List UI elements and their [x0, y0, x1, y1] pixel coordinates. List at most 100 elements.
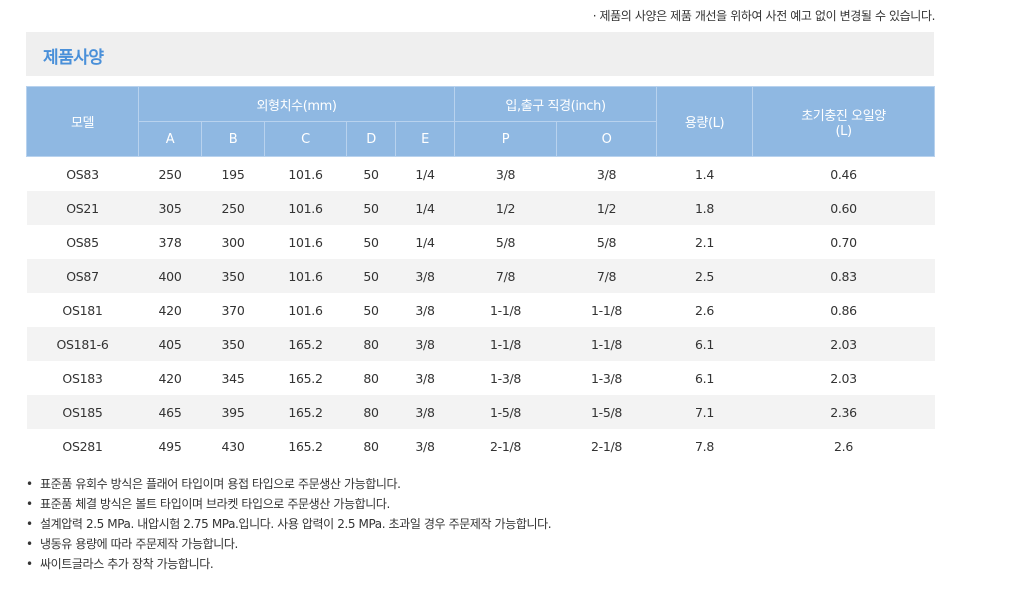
cell-a: 495: [138, 429, 202, 463]
cell-oil: 0.46: [752, 156, 935, 191]
cell-c: 165.2: [264, 395, 347, 429]
table-row: OS85 378 300 101.6 50 1/4 5/8 5/8 2.1 0.…: [26, 225, 935, 259]
cell-model: OS281: [26, 429, 139, 463]
bullet-icon: •: [26, 537, 33, 551]
note-text: 냉동유 용량에 따라 주문제작 가능합니다.: [40, 537, 238, 551]
cell-oil: 2.36: [752, 395, 935, 429]
table-row: OS281 495 430 165.2 80 3/8 2-1/8 2-1/8 7…: [26, 429, 935, 463]
cell-capacity: 6.1: [656, 361, 753, 395]
header-model: 모델: [26, 86, 139, 157]
cell-e: 1/4: [395, 225, 455, 259]
cell-o: 1-1/8: [556, 327, 657, 361]
section-header: 제품사양: [26, 32, 934, 76]
header-e: E: [394, 121, 456, 157]
cell-oil: 0.83: [752, 259, 935, 293]
cell-p: 2-1/8: [454, 429, 557, 463]
note-text: 설계압력 2.5 MPa. 내압시험 2.75 MPa.입니다. 사용 압력이 …: [40, 517, 552, 531]
spec-table: 모델 외형치수(mm) 입,출구 직경(inch) 용량(L) 초기충진 오일양…: [26, 86, 936, 463]
cell-oil: 0.70: [752, 225, 935, 259]
cell-a: 305: [138, 191, 202, 225]
cell-d: 50: [346, 293, 396, 327]
table-row: OS181 420 370 101.6 50 3/8 1-1/8 1-1/8 2…: [26, 293, 935, 327]
cell-o: 7/8: [556, 259, 657, 293]
cell-a: 420: [138, 293, 202, 327]
cell-model: OS83: [26, 156, 139, 191]
bullet-icon: •: [26, 557, 33, 571]
cell-c: 165.2: [264, 327, 347, 361]
header-ports: 입,출구 직경(inch): [454, 86, 658, 122]
cell-b: 350: [201, 327, 265, 361]
cell-b: 250: [201, 191, 265, 225]
cell-capacity: 2.1: [656, 225, 753, 259]
cell-d: 80: [346, 361, 396, 395]
cell-b: 195: [201, 156, 265, 191]
cell-e: 3/8: [395, 429, 455, 463]
cell-d: 50: [346, 191, 396, 225]
bullet-icon: •: [26, 497, 33, 511]
cell-e: 3/8: [395, 395, 455, 429]
cell-oil: 0.60: [752, 191, 935, 225]
cell-capacity: 1.4: [656, 156, 753, 191]
header-initial-oil-line2: (L): [835, 123, 852, 139]
cell-capacity: 2.5: [656, 259, 753, 293]
cell-b: 300: [201, 225, 265, 259]
table-row: OS185 465 395 165.2 80 3/8 1-5/8 1-5/8 7…: [26, 395, 935, 429]
cell-a: 378: [138, 225, 202, 259]
cell-model: OS181: [26, 293, 139, 327]
cell-model: OS183: [26, 361, 139, 395]
cell-model: OS185: [26, 395, 139, 429]
table-row: OS21 305 250 101.6 50 1/4 1/2 1/2 1.8 0.…: [26, 191, 935, 225]
cell-capacity: 7.1: [656, 395, 753, 429]
cell-o: 1-3/8: [556, 361, 657, 395]
cell-c: 101.6: [264, 225, 347, 259]
cell-d: 80: [346, 327, 396, 361]
cell-p: 1/2: [454, 191, 557, 225]
header-b: B: [201, 121, 265, 157]
cell-a: 250: [138, 156, 202, 191]
cell-p: 1-5/8: [454, 395, 557, 429]
cell-capacity: 2.6: [656, 293, 753, 327]
cell-e: 3/8: [395, 361, 455, 395]
cell-e: 3/8: [395, 327, 455, 361]
cell-c: 165.2: [264, 361, 347, 395]
notes-list: • 표준품 유회수 방식은 플래어 타입이며 용접 타입으로 주문생산 가능합니다…: [26, 474, 552, 574]
note-text: 싸이트글라스 추가 장착 가능합니다.: [40, 557, 214, 571]
cell-d: 80: [346, 429, 396, 463]
cell-c: 165.2: [264, 429, 347, 463]
list-item: • 설계압력 2.5 MPa. 내압시험 2.75 MPa.입니다. 사용 압력이…: [26, 514, 552, 534]
cell-d: 50: [346, 156, 396, 191]
cell-c: 101.6: [264, 156, 347, 191]
cell-model: OS181-6: [26, 327, 139, 361]
cell-b: 430: [201, 429, 265, 463]
table-row: OS181-6 405 350 165.2 80 3/8 1-1/8 1-1/8…: [26, 327, 935, 361]
cell-p: 1-3/8: [454, 361, 557, 395]
cell-c: 101.6: [264, 259, 347, 293]
table-row: OS83 250 195 101.6 50 1/4 3/8 3/8 1.4 0.…: [26, 156, 935, 191]
header-a: A: [138, 121, 202, 157]
header-capacity: 용량(L): [656, 86, 754, 157]
note-text: 표준품 체결 방식은 볼트 타입이며 브라켓 타입으로 주문생산 가능합니다.: [40, 497, 390, 511]
cell-b: 370: [201, 293, 265, 327]
bullet-icon: •: [26, 517, 33, 531]
cell-a: 420: [138, 361, 202, 395]
header-c: C: [264, 121, 347, 157]
cell-oil: 2.03: [752, 327, 935, 361]
cell-a: 465: [138, 395, 202, 429]
cell-p: 1-1/8: [454, 327, 557, 361]
cell-o: 5/8: [556, 225, 657, 259]
bullet-icon: •: [26, 477, 33, 491]
header-dimensions: 외형치수(mm): [137, 86, 456, 122]
cell-b: 345: [201, 361, 265, 395]
cell-oil: 0.86: [752, 293, 935, 327]
table-row: OS87 400 350 101.6 50 3/8 7/8 7/8 2.5 0.…: [26, 259, 935, 293]
cell-b: 395: [201, 395, 265, 429]
cell-b: 350: [201, 259, 265, 293]
list-item: • 냉동유 용량에 따라 주문제작 가능합니다.: [26, 534, 551, 554]
cell-capacity: 6.1: [656, 327, 753, 361]
cell-p: 3/8: [454, 156, 557, 191]
cell-e: 1/4: [395, 156, 455, 191]
table-row: OS183 420 345 165.2 80 3/8 1-3/8 1-3/8 6…: [26, 361, 935, 395]
cell-p: 1-1/8: [454, 293, 557, 327]
cell-oil: 2.03: [752, 361, 935, 395]
cell-capacity: 1.8: [656, 191, 753, 225]
